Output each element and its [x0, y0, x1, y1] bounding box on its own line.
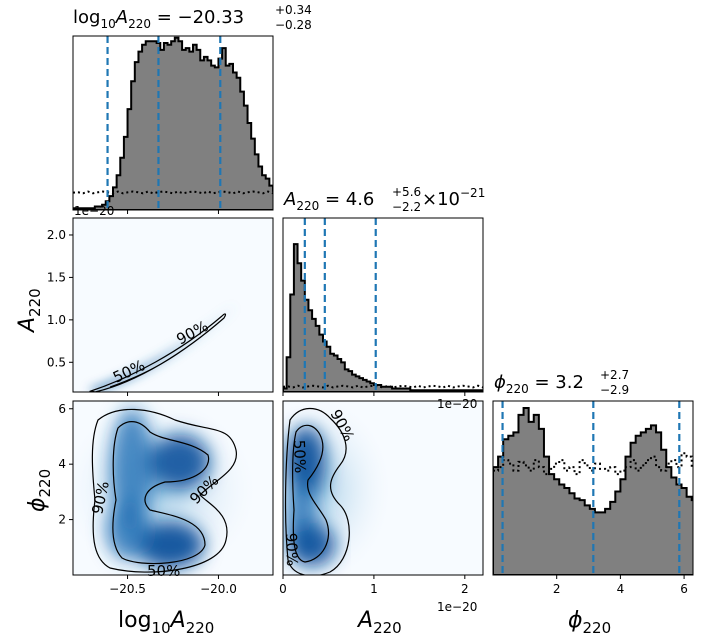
offset-A-axis: 1e−20: [437, 600, 477, 614]
panel-frame: [282, 217, 484, 393]
xlabel-A: A220: [356, 608, 402, 637]
y-tick-label: 1.5: [47, 270, 66, 284]
x-tick-label: 2: [461, 582, 469, 596]
contour-label-50: 50%: [290, 440, 309, 474]
y-tick-label: 4: [58, 457, 66, 471]
x-tick-label: 1: [370, 582, 378, 596]
x-tick-label: 6: [680, 582, 688, 596]
y-tick-label: 1.0: [47, 313, 66, 327]
title-logA-minus: −0.28: [275, 18, 312, 32]
title-phi-minus: −2.9: [600, 383, 629, 397]
title-logA: log10A220 = −20.33: [73, 7, 244, 31]
histogram-bars: [493, 406, 693, 575]
xlabel-logA: log10A220: [118, 608, 214, 637]
title-A-scale: ×10−21: [422, 186, 485, 210]
histogram-bars: [73, 36, 273, 210]
x-tick-label: 0: [279, 582, 287, 596]
offset-logA-hist: 1e−20: [74, 204, 114, 218]
ylabel-A: A220: [15, 288, 44, 334]
histogram-logA: [72, 35, 274, 211]
x-tick-label: 2: [553, 582, 561, 596]
panel-frame: [492, 400, 694, 576]
contour-label-90: 90%: [282, 533, 301, 567]
contour-label-50: 50%: [147, 562, 180, 580]
density-phi-vs-logA: 90% 90% 50%: [72, 400, 274, 580]
histogram-phi: [492, 400, 694, 576]
y-tick-label: 0.5: [47, 355, 66, 369]
y-tick-label: 2: [58, 513, 66, 527]
x-tick-label: −20.0: [200, 582, 237, 596]
x-tick-label: 4: [617, 582, 625, 596]
title-logA-plus: +0.34: [275, 3, 312, 17]
title-A-plus: +5.6: [392, 185, 421, 199]
title-phi: ϕ220 = 3.2: [494, 372, 584, 396]
ylabel-phi: ϕ220: [25, 469, 54, 512]
y-tick-label: 2.0: [47, 228, 66, 242]
histogram-bars: [283, 243, 483, 392]
title-A-minus: −2.2: [392, 200, 421, 214]
density-phi-vs-A: 50% 90% 90%: [282, 400, 484, 576]
offset-A-hist: 1e−20: [437, 397, 477, 411]
histogram-A: [282, 217, 484, 393]
y-tick-label: 6: [58, 402, 66, 416]
panel-frame: [72, 35, 274, 211]
density-A-vs-logA: 50% 90%: [72, 217, 274, 393]
xlabel-phi: ϕ220: [568, 608, 611, 637]
prior-line: [73, 190, 273, 195]
prior-line: [283, 384, 483, 389]
x-tick-label: −20.5: [109, 582, 146, 596]
axes: −20.5 −20.0 0 1 2 2 4 6 0.5 1.0 1.5 2.0 2 4 6: [47, 210, 688, 596]
title-phi-plus: +2.7: [600, 368, 629, 382]
title-A: A220 = 4.6: [283, 189, 374, 213]
